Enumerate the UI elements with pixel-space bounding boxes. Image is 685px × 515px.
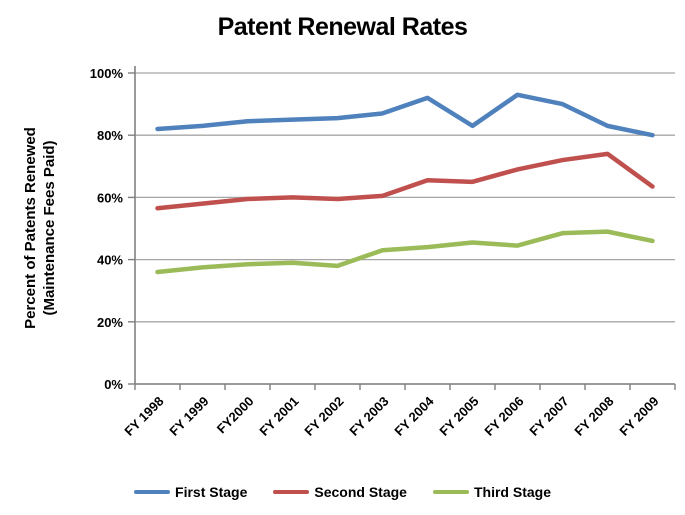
series-line-third-stage: [155, 229, 655, 275]
legend-label-second-stage: Second Stage: [314, 484, 407, 500]
y-tick-label: 60%: [97, 190, 123, 205]
y-tick-label: 100%: [90, 66, 124, 81]
series-line-second-stage: [155, 151, 655, 211]
y-tick-label: 40%: [97, 253, 123, 268]
legend-marker-first-stage: [134, 490, 171, 494]
y-tick-label: 0%: [104, 377, 123, 392]
x-tick-label: FY 2008: [571, 394, 616, 439]
legend: First Stage Second Stage Third Stage: [0, 481, 685, 503]
x-tick-label: FY 2003: [346, 394, 391, 439]
x-tick-label: FY2000: [214, 394, 257, 437]
legend-label-first-stage: First Stage: [175, 484, 248, 500]
chart-title: Patent Renewal Rates: [217, 13, 468, 41]
plot-area: 0%20%40%60%80%100%FY 1998 FY 1999 FY2000 FY…: [90, 66, 676, 439]
legend-marker-third-stage: [432, 490, 469, 494]
y-tick-label: 80%: [97, 128, 123, 143]
legend-item-third-stage: Third Stage: [432, 484, 551, 500]
x-tick-label: FY 2005: [436, 394, 481, 439]
legend-label-third-stage: Third Stage: [473, 484, 551, 500]
x-tick-label: FY 2009: [616, 394, 661, 439]
x-tick-label: FY 2002: [301, 394, 346, 439]
x-tick-label: FY 1999: [166, 394, 211, 439]
legend-item-second-stage: Second Stage: [273, 484, 407, 500]
x-tick-label: FY 2007: [526, 394, 571, 439]
x-tick-label: FY 2006: [481, 394, 526, 439]
y-tick-label: 20%: [97, 315, 123, 330]
x-tick-label: FY 1998: [121, 394, 166, 439]
legend-item-first-stage: First Stage: [134, 484, 247, 500]
series-line-first-stage: [155, 92, 655, 138]
legend-marker-second-stage: [273, 490, 310, 494]
x-tick-label: FY 2001: [256, 394, 301, 439]
x-tick-label: FY 2004: [391, 393, 437, 439]
